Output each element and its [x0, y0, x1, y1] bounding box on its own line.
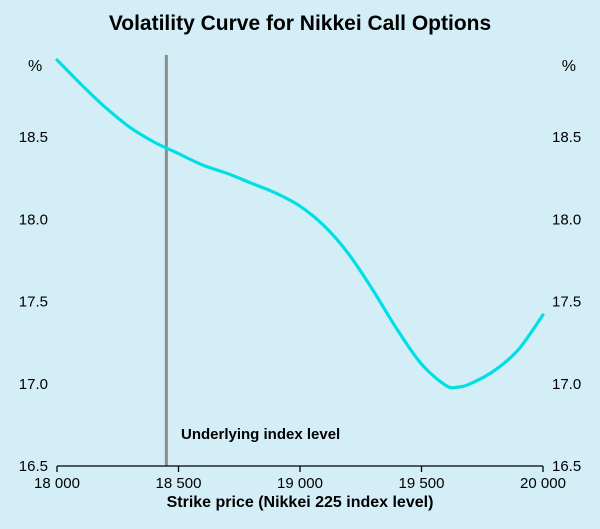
y-tick-label-left: 16.5: [19, 458, 48, 475]
y-axis-unit-right: %: [561, 58, 576, 75]
y-tick-label-left: 18.0: [19, 211, 48, 228]
y-tick-label-right: 17.5: [552, 294, 581, 311]
y-tick-label-left: 17.0: [19, 376, 48, 393]
x-tick-label: 20 000: [520, 475, 566, 492]
y-tick-label-right: 18.5: [552, 129, 581, 146]
y-tick-label-right: 18.0: [552, 211, 581, 228]
x-tick-label: 18 000: [34, 475, 80, 492]
volatility-curve: [55, 58, 545, 390]
chart-title: Volatility Curve for Nikkei Call Options: [108, 12, 492, 35]
x-tick-label: 18 500: [156, 475, 202, 492]
x-tick-label: 19 000: [277, 475, 323, 492]
x-tick-label: 19 500: [399, 475, 445, 492]
underlying-index-label: Underlying index level: [181, 426, 341, 443]
y-tick-label-right: 17.0: [552, 376, 581, 393]
x-axis-title: Strike price (Nikkei 225 index level): [166, 494, 434, 511]
y-tick-label-left: 18.5: [19, 129, 48, 146]
y-tick-label-right: 16.5: [552, 458, 581, 475]
y-axis-unit-left: %: [28, 58, 43, 75]
y-tick-label-left: 17.5: [19, 294, 48, 311]
